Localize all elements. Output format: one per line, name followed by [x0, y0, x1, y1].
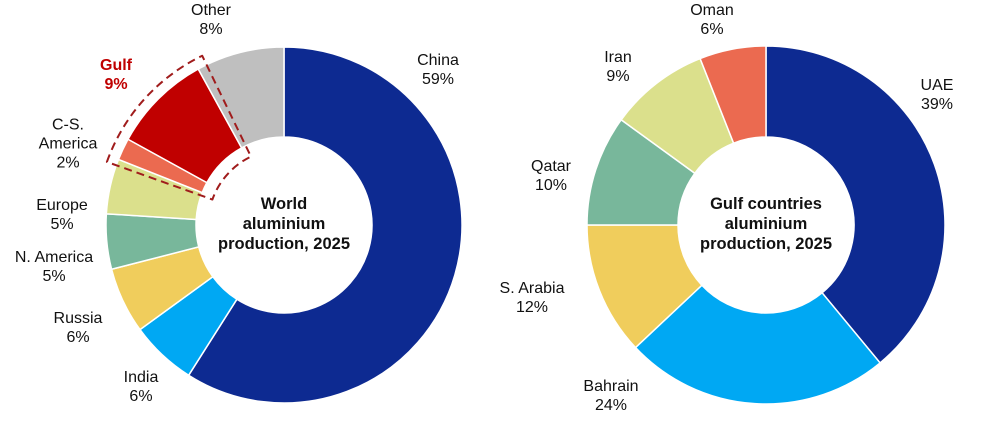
slice-label: Gulf 9% — [100, 57, 132, 93]
slice-label: Europe 5% — [36, 197, 88, 233]
slice-label: Oman 6% — [690, 2, 734, 38]
slice-china — [187, 46, 463, 404]
slice-label: India 6% — [123, 369, 159, 405]
slice-bahrain — [634, 284, 882, 405]
gulf-highlight-outline — [105, 54, 252, 201]
slice-label: Qatar 10% — [530, 158, 572, 194]
world-center-label: World aluminium production, 2025 — [217, 195, 351, 253]
slice-label: Iran 9% — [604, 49, 632, 85]
slice-oman — [699, 45, 767, 145]
slice-label: N. America 5% — [14, 249, 94, 285]
slice-label: Other 8% — [190, 2, 232, 38]
slice-label: Bahrain 24% — [583, 378, 639, 414]
slice-label: China 59% — [417, 52, 459, 88]
slice-other — [197, 46, 285, 149]
slice-uae — [765, 45, 946, 364]
slice-label: Russia 6% — [53, 310, 103, 346]
slice-label: C-S. America 2% — [38, 116, 98, 172]
gulf-center-label: Gulf countries aluminium production, 202… — [699, 195, 833, 253]
slice-label: UAE 39% — [920, 77, 954, 113]
slice-label: S. Arabia 12% — [499, 280, 565, 316]
